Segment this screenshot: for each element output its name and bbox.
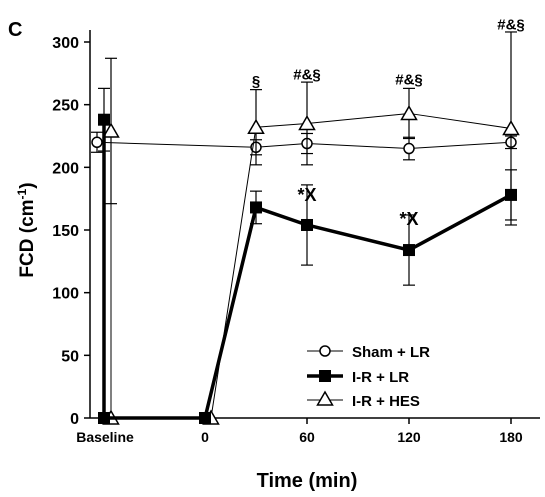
y-tick-label-150: 150 <box>52 223 79 240</box>
y-tick-label-100: 100 <box>52 286 79 303</box>
sham-lr-point-0 <box>91 136 103 149</box>
legend-label-ir-hes: I-R + HES <box>352 393 420 410</box>
significance-annotation-4: *X <box>297 185 316 205</box>
y-tick-label-200: 200 <box>52 160 79 177</box>
i-r-lr-point-3 <box>250 201 262 214</box>
legend-marker-sham-lr <box>319 345 331 357</box>
x-tick-label-0: 0 <box>201 429 209 445</box>
y-tick-label-0: 0 <box>70 411 79 428</box>
i-r-lr-point-4 <box>301 218 313 231</box>
y-axis-label-main: FCD (cm <box>17 199 38 277</box>
legend-label-ir-lr: I-R + LR <box>352 369 409 386</box>
legend-label-sham-lr: Sham + LR <box>352 344 430 361</box>
significance-annotation-1: #&§ <box>293 67 321 84</box>
y-tick-label-50: 50 <box>61 348 79 365</box>
i-r-lr-point-6 <box>505 188 517 201</box>
i-r-hes-point-4 <box>298 114 316 131</box>
i-r-hes-point-6 <box>502 119 520 136</box>
significance-annotation-0: § <box>252 73 260 90</box>
legend-marker-ir-hes <box>316 390 334 406</box>
i-r-hes-point-5 <box>400 104 418 121</box>
significance-annotation-5: *X <box>399 209 418 229</box>
legend-marker-ir-lr <box>319 370 331 382</box>
i-r-hes-point-0 <box>102 122 120 138</box>
i-r-lr-point-2 <box>199 412 211 424</box>
significance-annotation-2: #&§ <box>395 72 423 89</box>
panel-label: C <box>8 19 22 41</box>
i-r-hes-line <box>110 112 512 419</box>
sham-lr-point-3 <box>403 142 415 155</box>
x-axis-label: Time (min) <box>257 470 358 492</box>
y-axis-label-exponent: -1 <box>15 188 29 199</box>
y-axis-label: FCD (cm-1) <box>15 182 38 277</box>
i-r-lr-point-5 <box>403 244 415 257</box>
x-tick-label-180: 180 <box>499 429 523 445</box>
y-tick-label-300: 300 <box>52 35 79 52</box>
i-r-hes-point-3 <box>247 118 265 134</box>
i-r-lr-point-1 <box>98 412 110 424</box>
x-tick-label-120: 120 <box>397 429 421 445</box>
y-tick-label-250: 250 <box>52 98 79 115</box>
y-axis-label-close: ) <box>17 182 38 188</box>
x-tick-label-60: 60 <box>299 429 315 445</box>
legend: Sham + LR I-R + LR I-R + HES <box>307 344 430 410</box>
significance-annotation-3: #&§ <box>497 16 525 33</box>
x-tick-label-baseline: Baseline <box>76 429 134 445</box>
i-r-lr-point-0 <box>98 113 110 126</box>
